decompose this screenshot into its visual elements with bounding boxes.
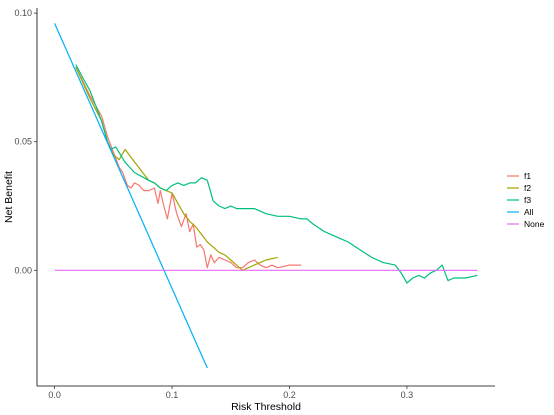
y-tick-label: 0.00: [14, 265, 32, 275]
x-tick-label: 0.2: [283, 390, 296, 400]
y-tick-label: 0.05: [14, 137, 32, 147]
legend-label-f1: f1: [524, 171, 531, 181]
y-tick-label: 0.10: [14, 8, 32, 18]
legend-label-f3: f3: [524, 195, 531, 205]
legend-label-f2: f2: [524, 183, 531, 193]
legend-label-none: None: [524, 219, 545, 229]
y-axis-title: Net Benefit: [3, 171, 15, 223]
series-line-f3: [75, 64, 478, 284]
legend-label-all: All: [524, 207, 534, 217]
x-tick-label: 0.1: [166, 390, 179, 400]
x-axis-ticks: 0.0 0.1 0.2 0.3: [48, 386, 413, 400]
x-axis-title: Risk Threshold: [231, 401, 301, 413]
legend: f1 f2 f3 All None: [507, 171, 545, 229]
x-tick-label: 0.0: [48, 390, 61, 400]
x-tick-label: 0.3: [401, 390, 414, 400]
series-line-f2: [75, 66, 278, 271]
y-axis-ticks: 0.00 0.05 0.10: [14, 8, 37, 275]
plot-area: [54, 23, 478, 369]
series-line-f1: [75, 66, 302, 269]
series-line-all: [54, 23, 208, 369]
